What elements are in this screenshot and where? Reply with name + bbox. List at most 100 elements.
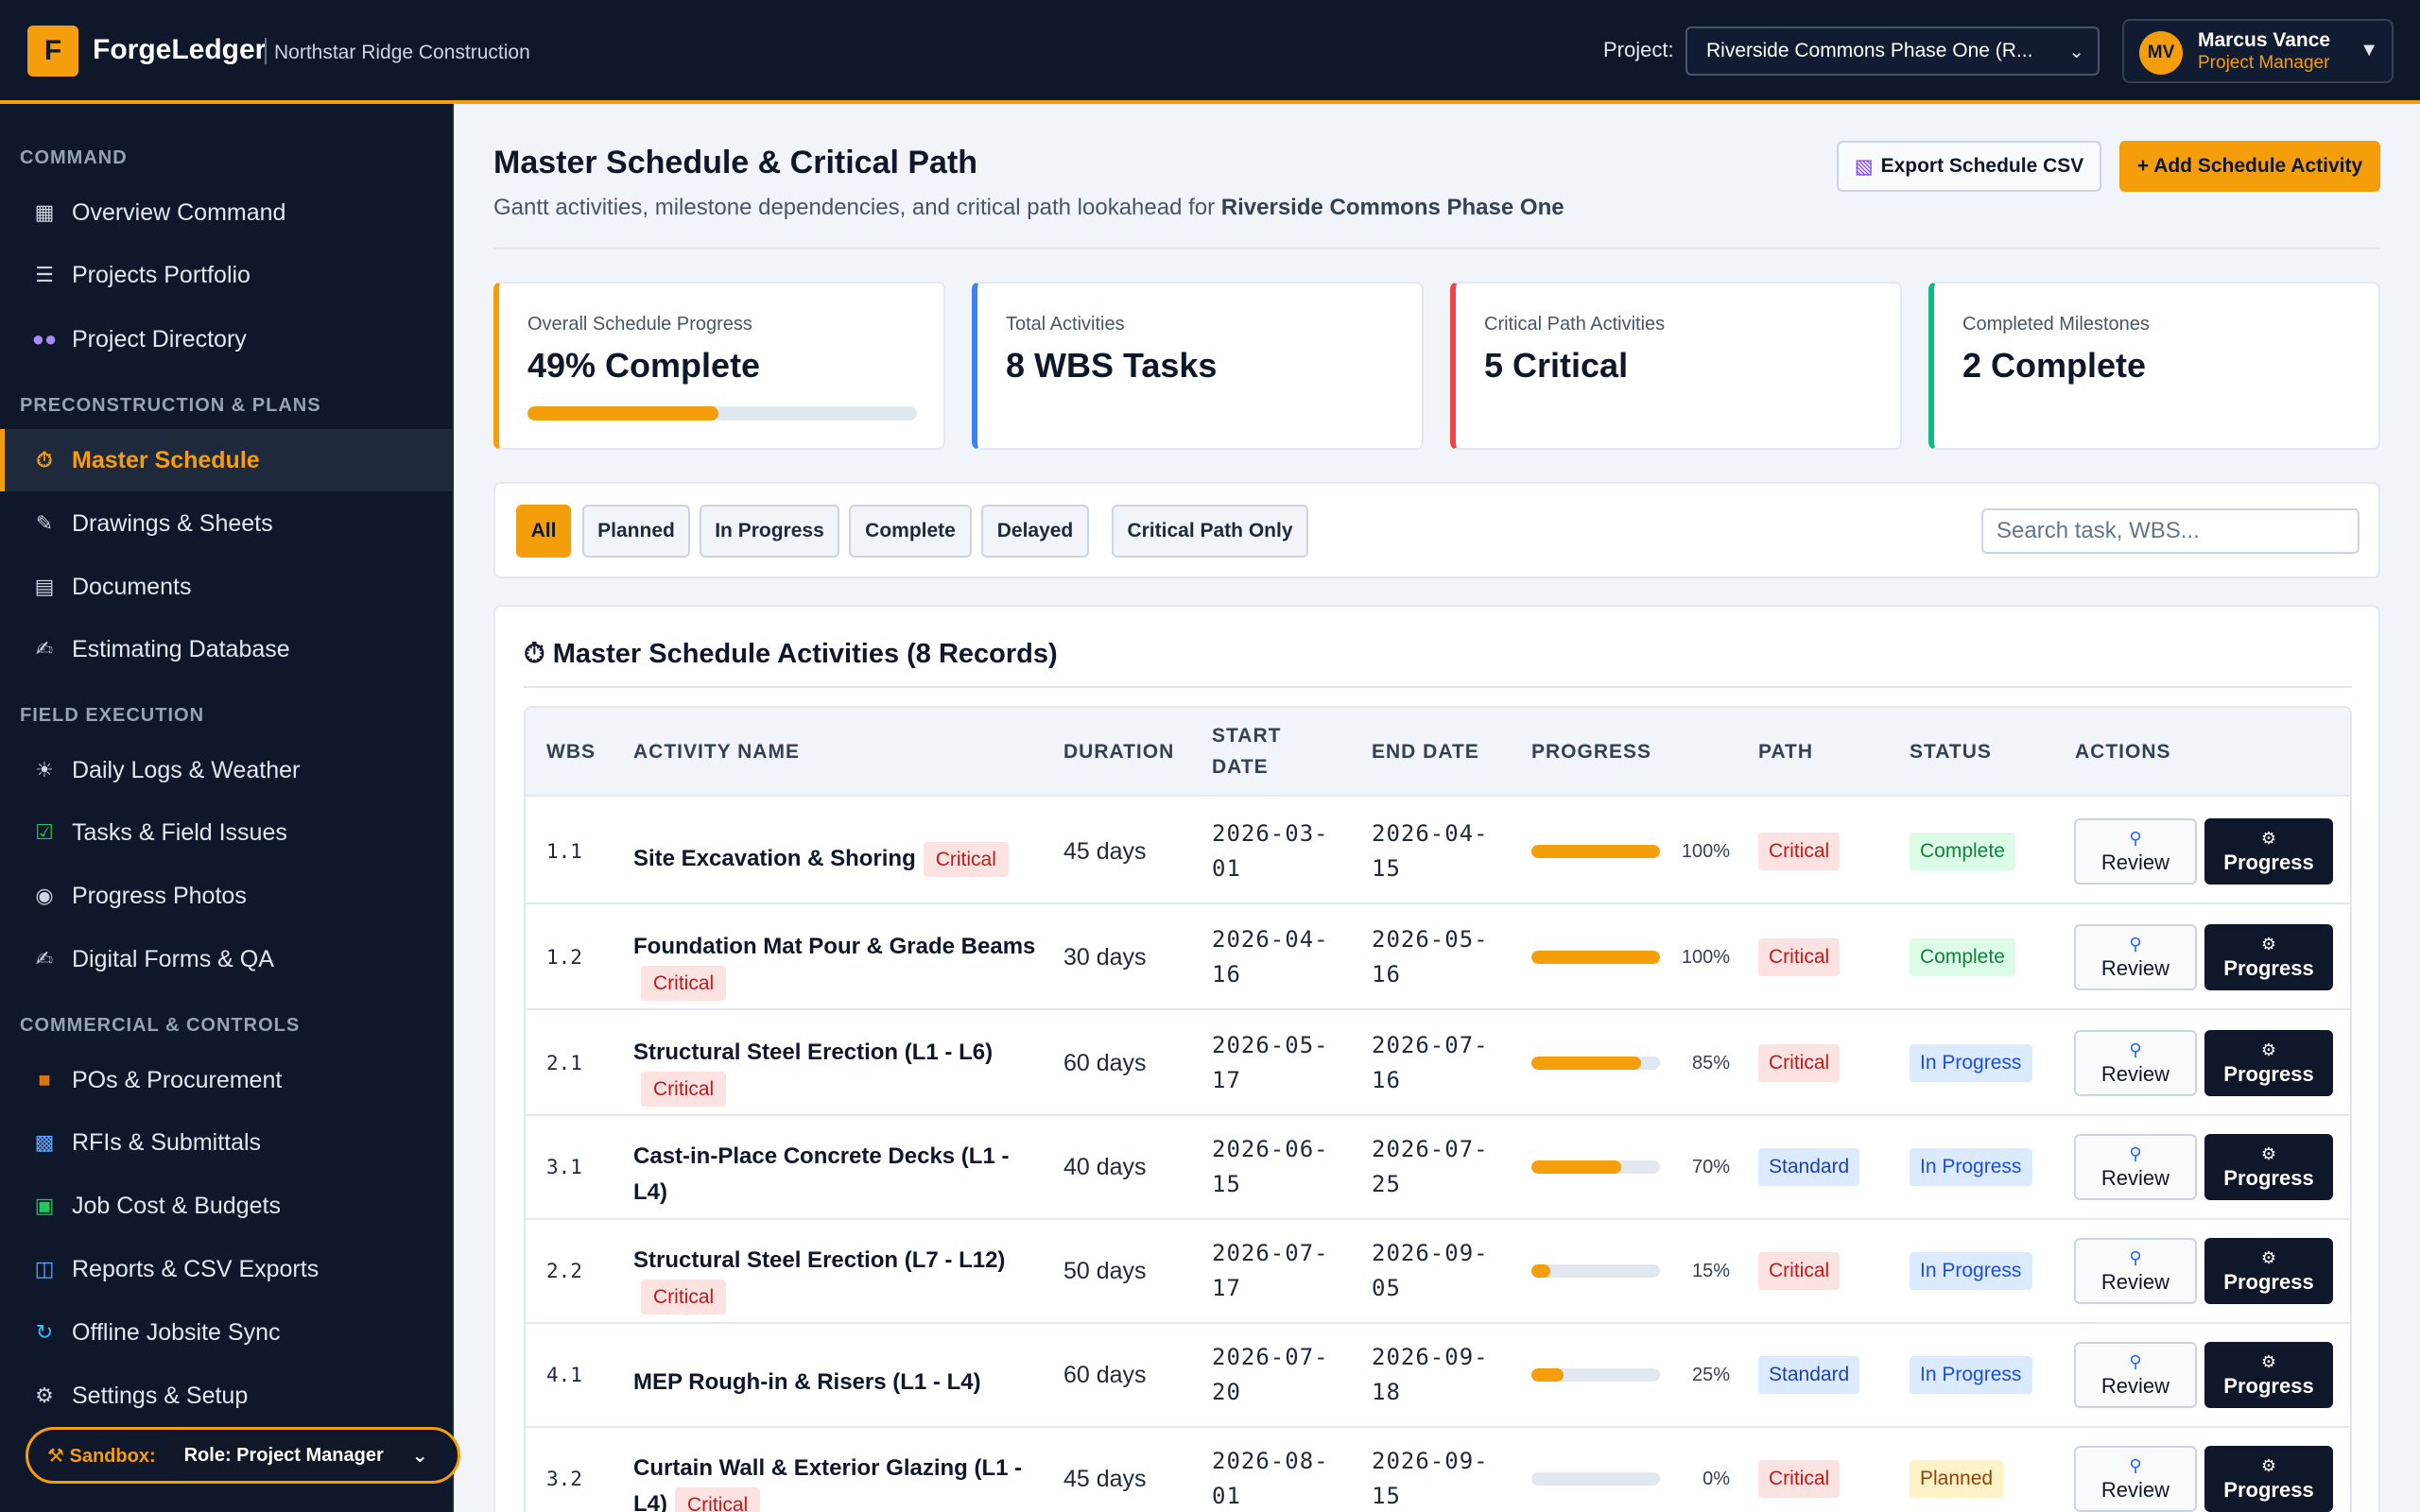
activity-name-text: Structural Steel Erection (L7 - L12) — [633, 1246, 1006, 1273]
end-date-cell: 2026-05-16 — [1372, 925, 1489, 988]
magnifier-icon: ⚲ — [2129, 1144, 2142, 1163]
sidebar-item-projects-portfolio[interactable]: ☰ Projects Portfolio — [0, 244, 452, 306]
activity-name[interactable]: Curtain Wall & Exterior Glazing (L1 - L4… — [633, 1435, 1049, 1512]
kpi-card-critical-activities: Critical Path Activities 5 Critical — [1450, 282, 1902, 450]
activity-cell: Structural Steel Erection (L7 - L12) Crit… — [633, 1218, 1049, 1324]
activity-name[interactable]: Structural Steel Erection (L1 - L6) Criti… — [633, 1020, 1049, 1108]
filter-chip-critical-path-only[interactable]: Critical Path Only — [1112, 505, 1308, 558]
sidebar-item-digital-forms[interactable]: ✍ Digital Forms & QA — [0, 928, 452, 990]
status-cell: In Progress — [1910, 1010, 2032, 1116]
sidebar-item-tasks-field-issues[interactable]: ☑ Tasks & Field Issues — [0, 801, 452, 864]
progress-value: 70% — [1691, 1156, 1730, 1177]
review-button[interactable]: ⚲ Review — [2074, 1030, 2197, 1096]
progress-button[interactable]: ⚙ Progress — [2204, 1030, 2333, 1096]
sidebar-item-daily-logs[interactable]: ☀ Daily Logs & Weather — [0, 739, 452, 801]
column-header-status[interactable]: STATUS — [1910, 740, 1992, 763]
end-date-cell: 2026-09-05 — [1372, 1239, 1489, 1301]
export-schedule-csv-button[interactable]: ▧ Export Schedule CSV — [1837, 141, 2101, 192]
sidebar-item-label: Overview Command — [72, 198, 286, 226]
magnifier-icon: ⚲ — [2129, 1352, 2142, 1371]
project-label: Project: — [1603, 38, 1674, 61]
add-schedule-activity-button[interactable]: + Add Schedule Activity — [2119, 141, 2380, 192]
column-header-duration[interactable]: DURATION — [1063, 740, 1175, 763]
filter-chip-planned[interactable]: Planned — [582, 505, 690, 558]
progress-value: 25% — [1691, 1364, 1730, 1385]
sidebar-item-settings[interactable]: ⚙ Settings & Setup — [0, 1365, 452, 1427]
sandbox-role-select[interactable]: Role: Project Manager ⌄ — [168, 1435, 440, 1475]
activity-name[interactable]: Site Excavation & Shoring Critical — [633, 826, 1009, 878]
kpi-label: Total Activities — [1006, 314, 1125, 335]
table-row: 3.1 Cast-in-Place Concrete Decks (L1 - L… — [526, 1114, 2350, 1220]
progress-bar — [1531, 1264, 1660, 1278]
sidebar-item-overview-command[interactable]: ▦ Overview Command — [0, 181, 452, 244]
status-cell: In Progress — [1910, 1322, 2032, 1428]
app-logo[interactable]: F — [27, 26, 78, 77]
activity-cell: MEP Rough-in & Risers (L1 - L4) — [633, 1322, 1049, 1428]
review-button[interactable]: ⚲ Review — [2074, 1134, 2197, 1200]
progress-value: 100% — [1681, 946, 1730, 968]
activity-name[interactable]: Cast-in-Place Concrete Decks (L1 - L4) — [633, 1124, 1049, 1211]
progress-button[interactable]: ⚙ Progress — [2204, 1134, 2333, 1200]
progress-button[interactable]: ⚙ Progress — [2204, 1342, 2333, 1408]
sidebar-item-project-directory[interactable]: ●● Project Directory — [0, 308, 452, 370]
sidebar-item-reports-csv[interactable]: ◫ Reports & CSV Exports — [0, 1238, 452, 1300]
filter-chip-delayed[interactable]: Delayed — [981, 505, 1089, 558]
top-bar: F ForgeLedger Northstar Ridge Constructi… — [0, 0, 2420, 104]
progress-button-label: Progress — [2223, 1373, 2314, 1398]
column-header-path[interactable]: PATH — [1758, 740, 1814, 763]
wbs-cell: 1.1 — [546, 840, 582, 863]
status-badge: In Progress — [1910, 1148, 2032, 1186]
sidebar-item-progress-photos[interactable]: ◉ Progress Photos — [0, 865, 452, 927]
sidebar-item-estimating-database[interactable]: ✍ Estimating Database — [0, 618, 452, 680]
review-button[interactable]: ⚲ Review — [2074, 1446, 2197, 1512]
sidebar-item-drawings-sheets[interactable]: ✎ Drawings & Sheets — [0, 492, 452, 555]
form-icon: ✍ — [35, 947, 54, 971]
review-button[interactable]: ⚲ Review — [2074, 1238, 2197, 1304]
progress-button-label: Progress — [2223, 955, 2314, 980]
review-button-label: Review — [2100, 955, 2170, 980]
review-button[interactable]: ⚲ Review — [2074, 924, 2197, 990]
filter-chip-in-progress[interactable]: In Progress — [700, 505, 839, 558]
progress-button[interactable]: ⚙ Progress — [2204, 818, 2333, 885]
progress-button[interactable]: ⚙ Progress — [2204, 924, 2333, 990]
activity-name[interactable]: MEP Rough-in & Risers (L1 - L4) — [633, 1349, 981, 1400]
sidebar-item-offline-sync[interactable]: ↻ Offline Jobsite Sync — [0, 1301, 452, 1364]
project-select[interactable]: Riverside Commons Phase One (R... ⌄ — [1685, 26, 2100, 76]
status-badge: In Progress — [1910, 1044, 2032, 1082]
progress-button[interactable]: ⚙ Progress — [2204, 1238, 2333, 1304]
sidebar-item-rfis-submittals[interactable]: ▩ RFIs & Submittals — [0, 1111, 452, 1174]
column-header-end-date[interactable]: END DATE — [1372, 740, 1479, 763]
column-header-activity-name[interactable]: ACTIVITY NAME — [633, 740, 800, 763]
activity-name[interactable]: Structural Steel Erection (L7 - L12) Crit… — [633, 1228, 1049, 1315]
column-header-wbs[interactable]: WBS — [546, 740, 596, 763]
grid-icon: ▦ — [34, 200, 55, 224]
activity-name[interactable]: Foundation Mat Pour & Grade Beams Critica… — [633, 914, 1049, 1002]
search-input[interactable] — [1981, 508, 2360, 554]
sidebar-item-master-schedule[interactable]: ⏱ Master Schedule — [0, 429, 452, 491]
status-cell: Complete — [1910, 904, 2015, 1010]
filter-chip-all[interactable]: All — [516, 505, 571, 558]
duration-cell: 50 days — [1063, 1257, 1147, 1284]
critical-tag: Critical — [641, 965, 727, 1002]
end-date-cell: 2026-09-15 — [1372, 1447, 1489, 1509]
progress-button[interactable]: ⚙ Progress — [2204, 1446, 2333, 1512]
column-header-start-date[interactable]: START DATE — [1212, 725, 1282, 778]
user-menu[interactable]: MV Marcus Vance Project Manager ▼ — [2122, 19, 2394, 83]
sidebar-item-label: Master Schedule — [72, 446, 260, 473]
progress-button-label: Progress — [2223, 1269, 2314, 1294]
sidebar-item-label: Daily Logs & Weather — [72, 756, 301, 783]
sidebar-item-pos-procurement[interactable]: ■ POs & Procurement — [0, 1049, 452, 1111]
review-button-label: Review — [2100, 850, 2170, 874]
sidebar-item-job-cost-budgets[interactable]: ▣ Job Cost & Budgets — [0, 1175, 452, 1237]
page-subtitle: Gantt activities, milestone dependencies… — [493, 195, 1564, 221]
review-button[interactable]: ⚲ Review — [2074, 818, 2197, 885]
critical-tag: Critical — [675, 1486, 761, 1512]
status-badge: In Progress — [1910, 1356, 2032, 1394]
review-button[interactable]: ⚲ Review — [2074, 1342, 2197, 1408]
column-header-progress[interactable]: PROGRESS — [1531, 740, 1652, 763]
sidebar-item-documents[interactable]: ▤ Documents — [0, 556, 452, 618]
filter-chip-complete[interactable]: Complete — [849, 505, 972, 558]
duration-cell: 60 days — [1063, 1049, 1147, 1076]
duration-cell: 45 days — [1063, 1465, 1147, 1492]
inbox-icon: ▩ — [34, 1130, 55, 1154]
